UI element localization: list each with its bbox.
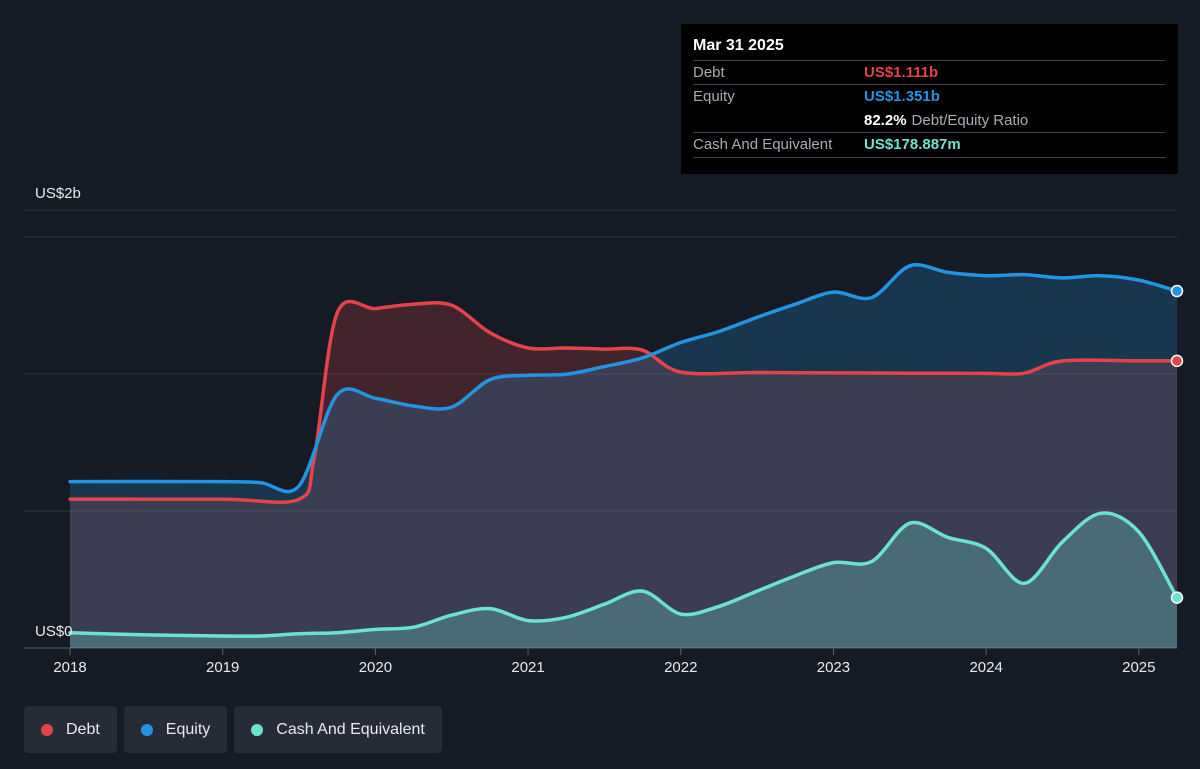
legend-debt-label: Debt: [66, 720, 100, 738]
tooltip-divider: [693, 157, 1166, 158]
x-tick-label-2023: 2023: [817, 659, 850, 676]
series-endpoints: [1170, 284, 1184, 604]
legend-item-cash[interactable]: Cash And Equivalent: [234, 706, 442, 753]
y-axis-bottom-label: US$0: [35, 623, 73, 640]
tooltip-debt-label: Debt: [693, 64, 725, 81]
x-axis: 2018 2019 2020 2021 2022 2023 2024 2025: [53, 648, 1156, 676]
x-tick-label-2019: 2019: [206, 659, 239, 676]
legend-item-debt[interactable]: Debt: [24, 706, 117, 753]
line-equity: [68, 263, 1179, 494]
legend-cash-label: Cash And Equivalent: [276, 720, 425, 738]
area-cash-and-equivalent: [70, 513, 1177, 648]
endpoint-cash-and-equivalent: [1170, 591, 1184, 604]
legend-item-equity[interactable]: Equity: [123, 706, 228, 753]
tooltip-cash-row: Cash And Equivalent US$178.887m: [693, 132, 1166, 156]
data-tooltip: Mar 31 2025 Debt US$1.111b Equity US$1.3…: [681, 24, 1178, 174]
grid-lines: [24, 209, 1177, 649]
x-tick-label-2025: 2025: [1122, 659, 1155, 676]
tooltip-debt-row: Debt US$1.111b: [693, 60, 1166, 84]
y-axis-top-label: US$2b: [35, 185, 81, 202]
tooltip-equity-row: Equity US$1.351b: [693, 84, 1166, 108]
x-tick-label-2018: 2018: [53, 659, 86, 676]
debt-dot-icon: [41, 723, 53, 736]
legend-equity-label: Equity: [165, 720, 211, 738]
tooltip-equity-label: Equity: [693, 88, 735, 105]
endpoint-equity: [1170, 284, 1184, 298]
tooltip-debt-value: US$1.111b: [864, 64, 939, 81]
line-cash-and-equivalent: [68, 511, 1179, 638]
cash-dot-icon: [251, 723, 264, 736]
series-areas: [70, 264, 1177, 648]
endpoint-debt: [1170, 354, 1184, 368]
area-equity: [70, 264, 1177, 648]
tooltip-equity-value: US$1.351b: [864, 88, 940, 105]
x-tick-label-2024: 2024: [969, 659, 1002, 676]
series-lines: [68, 263, 1179, 638]
x-tick-label-2020: 2020: [359, 659, 392, 676]
tooltip-ratio-row: 82.2% Debt/Equity Ratio: [693, 108, 1166, 132]
x-tick-label-2021: 2021: [511, 659, 544, 676]
x-tick-label-2022: 2022: [664, 659, 697, 676]
legend: Debt Equity Cash And Equivalent: [24, 706, 442, 753]
equity-dot-icon: [140, 723, 153, 736]
tooltip-date: Mar 31 2025: [693, 37, 784, 54]
tooltip-cash-label: Cash And Equivalent: [693, 136, 833, 153]
tooltip-ratio-value: 82.2%: [864, 111, 907, 129]
tooltip-ratio-label: Debt/Equity Ratio: [911, 111, 1029, 129]
tooltip-cash-value: US$178.887m: [864, 136, 961, 153]
